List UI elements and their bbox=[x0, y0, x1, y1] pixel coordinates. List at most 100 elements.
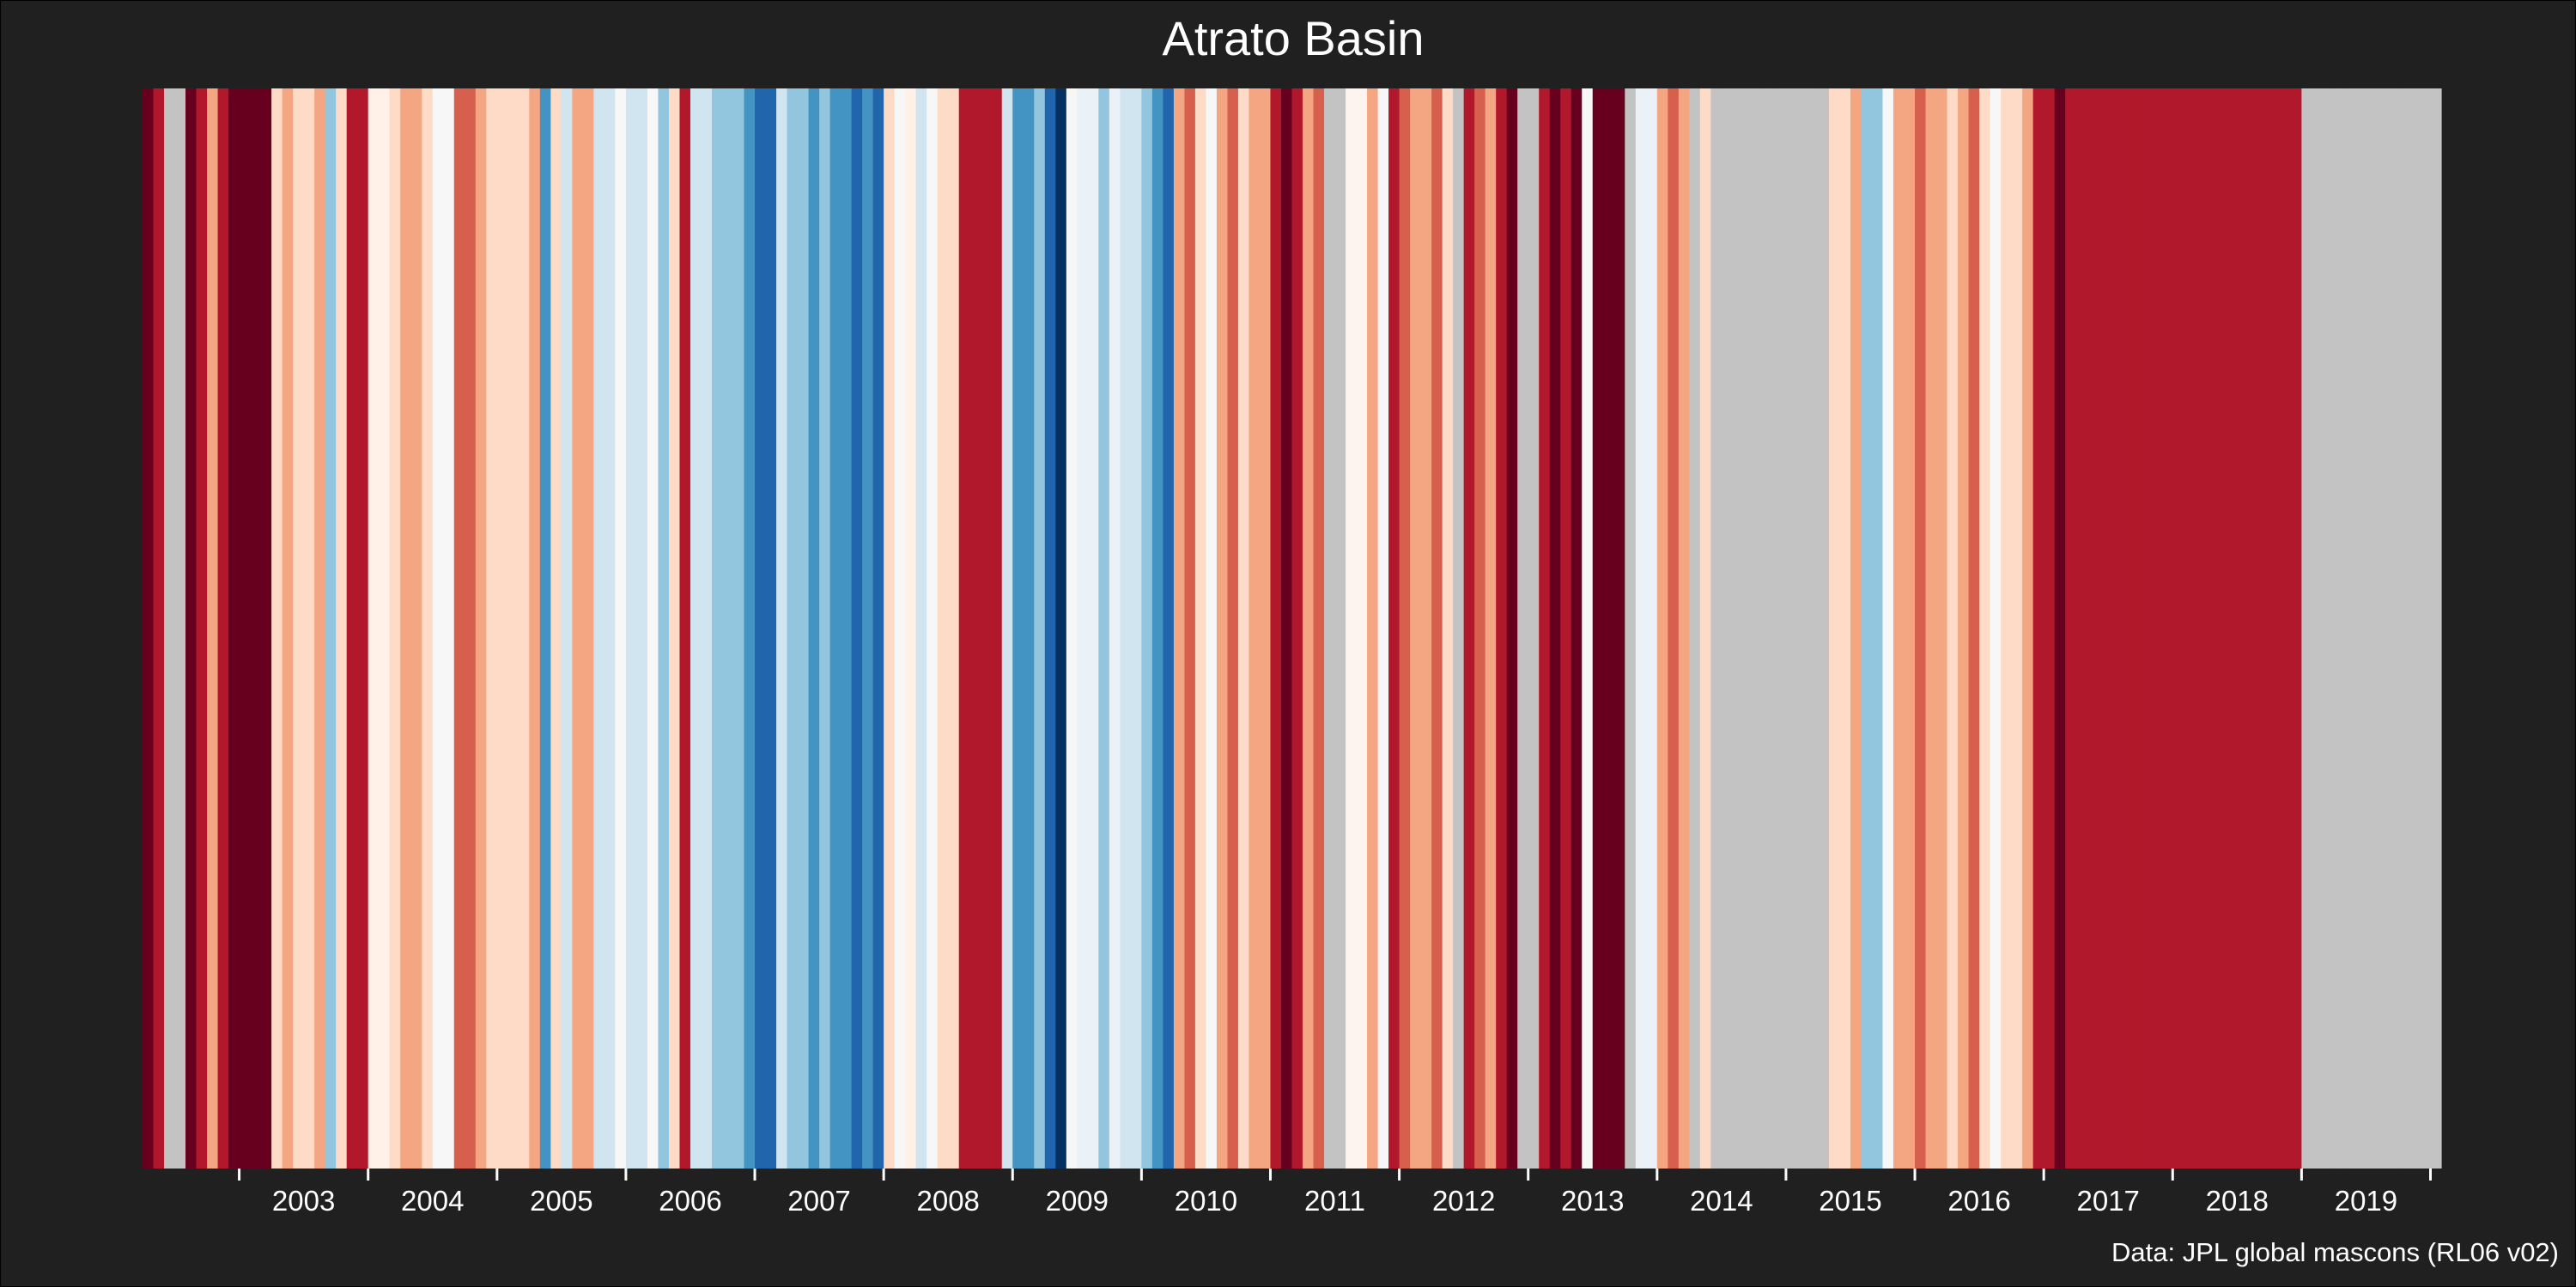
stripe-2016-09 bbox=[2001, 88, 2013, 1169]
stripe-2009-07 bbox=[1077, 88, 1089, 1169]
stripe-2008-07 bbox=[948, 88, 960, 1169]
stripe-2005-06 bbox=[550, 88, 562, 1169]
stripe-2005-09 bbox=[582, 88, 594, 1169]
stripe-2006-08 bbox=[701, 88, 713, 1169]
stripe-2018-03 bbox=[2194, 88, 2206, 1169]
stripe-2011-03 bbox=[1291, 88, 1303, 1169]
stripe-2014-03 bbox=[1678, 88, 1690, 1169]
stripe-2013-06 bbox=[1582, 88, 1594, 1169]
stripe-2018-10 bbox=[2269, 88, 2281, 1169]
stripe-2004-06 bbox=[422, 88, 434, 1169]
stripe-2011-05 bbox=[1313, 88, 1325, 1169]
stripe-2005-03 bbox=[518, 88, 530, 1169]
stripe-2017-06 bbox=[2097, 88, 2109, 1169]
stripe-2007-09 bbox=[841, 88, 853, 1169]
stripe-2012-10 bbox=[1496, 88, 1508, 1169]
stripe-2010-08 bbox=[1216, 88, 1229, 1169]
stripe-2008-12 bbox=[1001, 88, 1013, 1169]
stripe-2020-01 bbox=[2430, 88, 2442, 1169]
x-tick-label-2015: 2015 bbox=[1819, 1185, 1881, 1217]
stripe-2015-12 bbox=[1904, 88, 1916, 1169]
stripe-2012-05 bbox=[1442, 88, 1454, 1169]
stripe-2002-04 bbox=[143, 88, 155, 1169]
stripe-2006-11 bbox=[733, 88, 745, 1169]
stripe-2019-12 bbox=[2419, 88, 2432, 1169]
stripe-2009-02 bbox=[1023, 88, 1035, 1169]
stripe-2006-10 bbox=[722, 88, 734, 1169]
stripe-2017-01 bbox=[2044, 88, 2056, 1169]
stripe-2013-07 bbox=[1592, 88, 1604, 1169]
stripe-2013-02 bbox=[1539, 88, 1551, 1169]
stripe-2014-07 bbox=[1721, 88, 1733, 1169]
stripe-2008-09 bbox=[969, 88, 981, 1169]
stripe-2015-05 bbox=[1828, 88, 1841, 1169]
stripe-2010-09 bbox=[1227, 88, 1239, 1169]
stripe-2007-02 bbox=[765, 88, 777, 1169]
stripe-2005-02 bbox=[507, 88, 519, 1169]
stripe-2011-02 bbox=[1280, 88, 1293, 1169]
x-tick-label-2016: 2016 bbox=[1947, 1185, 2010, 1217]
stripe-2005-11 bbox=[604, 88, 617, 1169]
stripe-2015-01 bbox=[1785, 88, 1798, 1169]
stripe-2016-03 bbox=[1936, 88, 1948, 1169]
stripe-2010-10 bbox=[1237, 88, 1250, 1169]
stripe-2014-12 bbox=[1775, 88, 1787, 1169]
stripe-2012-06 bbox=[1453, 88, 1465, 1169]
stripe-2019-05 bbox=[2344, 88, 2356, 1169]
stripe-2017-09 bbox=[2129, 88, 2142, 1169]
stripe-2013-04 bbox=[1560, 88, 1572, 1169]
stripe-2017-07 bbox=[2108, 88, 2120, 1169]
stripe-2018-06 bbox=[2226, 88, 2238, 1169]
stripe-2009-11 bbox=[1120, 88, 1132, 1169]
stripe-2003-10 bbox=[336, 88, 348, 1169]
stripe-2004-03 bbox=[389, 88, 401, 1169]
stripe-2019-08 bbox=[2376, 88, 2389, 1169]
x-tick-label-2013: 2013 bbox=[1561, 1185, 1624, 1217]
stripe-2002-08 bbox=[185, 88, 197, 1169]
stripe-2004-10 bbox=[465, 88, 477, 1169]
stripe-2009-12 bbox=[1130, 88, 1142, 1169]
stripe-2012-03 bbox=[1420, 88, 1432, 1169]
stripe-2013-09 bbox=[1613, 88, 1625, 1169]
stripe-2003-05 bbox=[282, 88, 294, 1169]
stripe-2012-04 bbox=[1431, 88, 1443, 1169]
stripe-2010-07 bbox=[1206, 88, 1218, 1169]
stripe-2017-02 bbox=[2054, 88, 2066, 1169]
stripe-2007-03 bbox=[776, 88, 788, 1169]
stripe-2004-12 bbox=[486, 88, 498, 1169]
stripe-2016-05 bbox=[1958, 88, 1970, 1169]
chart-caption: Data: JPL global mascons (RL06 v02) bbox=[2111, 1237, 2559, 1267]
stripe-2015-04 bbox=[1818, 88, 1830, 1169]
stripe-2006-02 bbox=[636, 88, 648, 1169]
stripe-2003-04 bbox=[271, 88, 283, 1169]
stripe-2010-04 bbox=[1173, 88, 1186, 1169]
stripe-2009-05 bbox=[1055, 88, 1067, 1169]
stripe-2010-05 bbox=[1184, 88, 1196, 1169]
stripe-2019-11 bbox=[2409, 88, 2421, 1169]
stripe-2002-10 bbox=[207, 88, 219, 1169]
stripe-2012-02 bbox=[1410, 88, 1422, 1169]
stripe-2018-08 bbox=[2247, 88, 2259, 1169]
stripe-2015-08 bbox=[1861, 88, 1873, 1169]
stripe-2013-03 bbox=[1549, 88, 1561, 1169]
x-tick-label-2017: 2017 bbox=[2076, 1185, 2139, 1217]
stripe-2007-01 bbox=[755, 88, 767, 1169]
stripe-2003-08 bbox=[314, 88, 326, 1169]
stripe-2003-02 bbox=[250, 88, 262, 1169]
stripe-2010-01 bbox=[1141, 88, 1153, 1169]
stripe-2007-11 bbox=[862, 88, 874, 1169]
stripe-2016-02 bbox=[1925, 88, 1937, 1169]
stripe-2008-10 bbox=[980, 88, 992, 1169]
stripe-2016-06 bbox=[1968, 88, 1980, 1169]
stripe-2012-07 bbox=[1463, 88, 1475, 1169]
stripe-2011-09 bbox=[1356, 88, 1368, 1169]
stripe-2003-11 bbox=[346, 88, 358, 1169]
stripe-2013-11 bbox=[1635, 88, 1647, 1169]
stripe-2007-08 bbox=[829, 88, 841, 1169]
stripe-2007-12 bbox=[872, 88, 884, 1169]
stripe-2019-04 bbox=[2333, 88, 2346, 1169]
stripe-2016-07 bbox=[1979, 88, 1991, 1169]
stripe-2014-11 bbox=[1764, 88, 1777, 1169]
x-tick-label-2019: 2019 bbox=[2335, 1185, 2397, 1217]
stripe-2011-12 bbox=[1388, 88, 1400, 1169]
